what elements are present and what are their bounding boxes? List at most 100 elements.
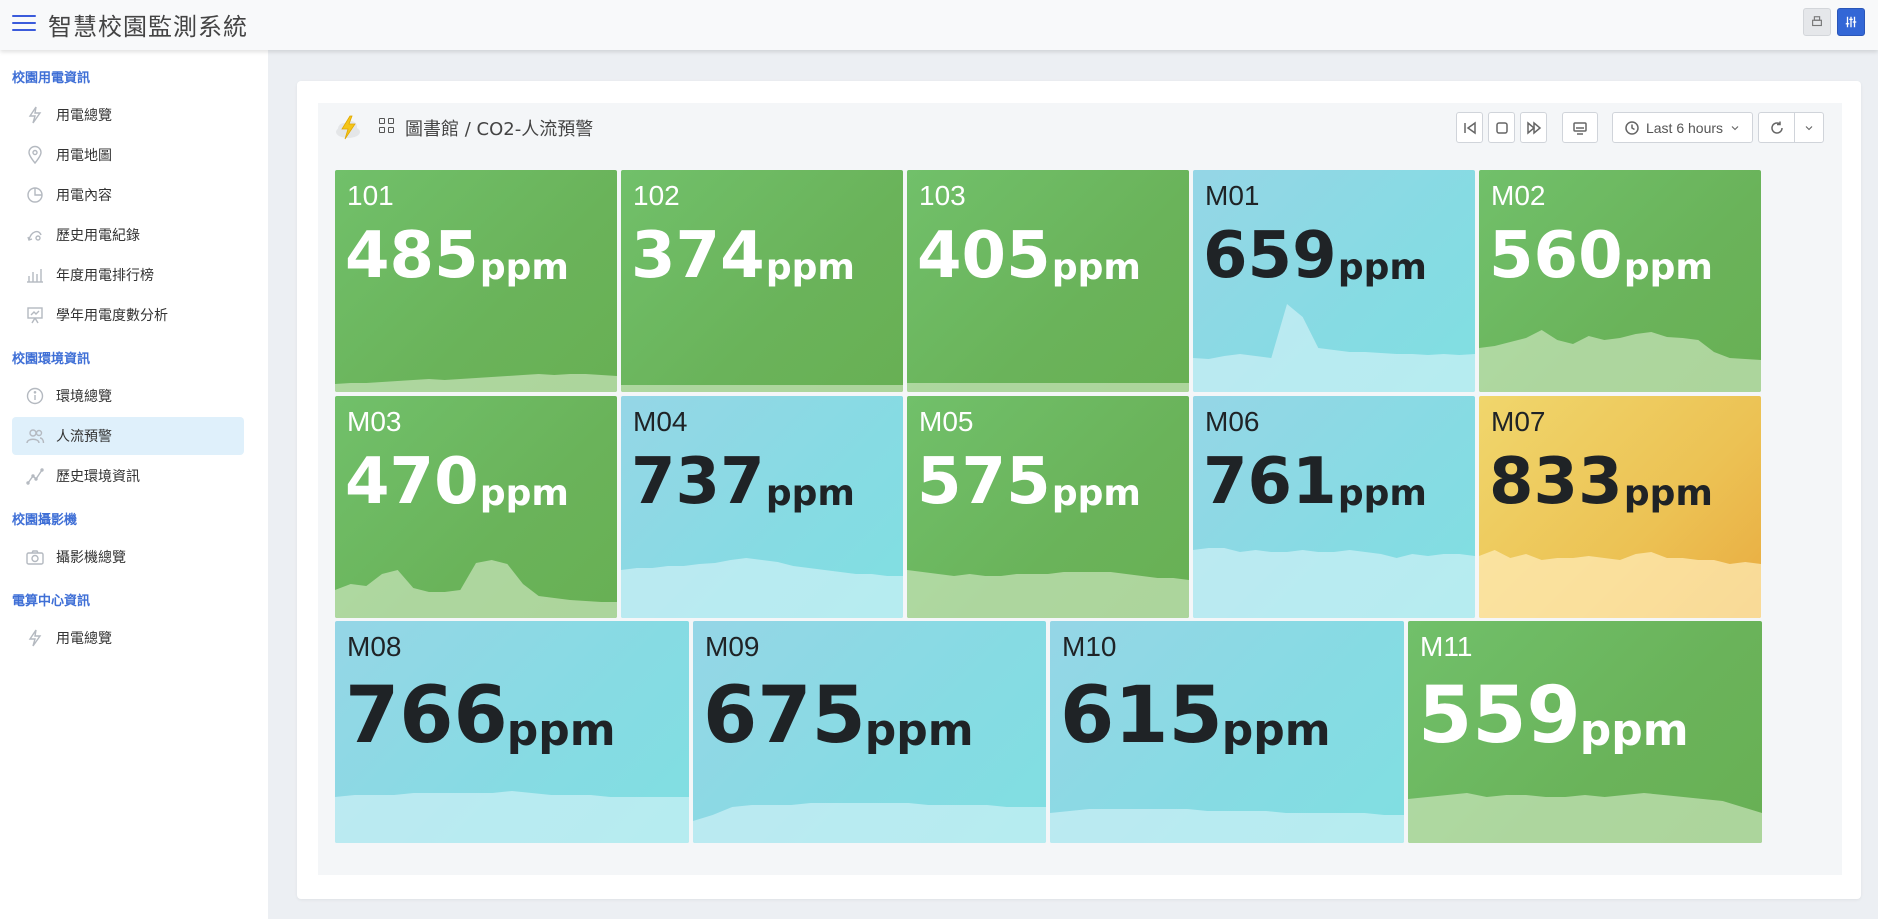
tile-unit: ppm [765, 247, 855, 288]
sparkline-area [1193, 304, 1475, 392]
sensor-tile-m10[interactable]: M10 615 ppm [1050, 621, 1404, 843]
sparkline-area [1479, 330, 1761, 392]
time-range-picker[interactable]: Last 6 hours [1612, 112, 1753, 143]
sensor-tile-m08[interactable]: M08 766 ppm [335, 621, 689, 843]
tile-name: M04 [633, 406, 688, 437]
info-icon [24, 385, 46, 407]
tile-value: 559 [1418, 671, 1581, 761]
sensor-tile-102[interactable]: 102 374 ppm [621, 170, 903, 392]
tile-name: M07 [1491, 406, 1546, 437]
history-icon [24, 224, 46, 246]
sensor-tile-m06[interactable]: M06 761 ppm [1193, 396, 1475, 618]
sparkline [907, 383, 1189, 392]
sensor-tile-101[interactable]: 101 485 ppm [335, 170, 617, 392]
tile-value: 485 [345, 219, 479, 293]
sidebar-item-power-overview[interactable]: 用電總覽 [12, 96, 244, 134]
sensor-tile-m09[interactable]: M09 675 ppm [693, 621, 1046, 843]
refresh-button[interactable] [1758, 112, 1795, 143]
fast-forward-button[interactable] [1520, 112, 1547, 143]
chevron-down-icon [1805, 125, 1813, 130]
tv-icon [1573, 121, 1587, 135]
sparkline [693, 803, 1046, 843]
tile-value: 761 [1203, 445, 1337, 519]
tile-unit: ppm [1051, 247, 1141, 288]
sidebar-item-crowd-warning[interactable]: 人流預警 [12, 417, 244, 455]
tv-mode-button[interactable] [1562, 112, 1598, 143]
printer-icon [1812, 16, 1822, 27]
sparkline-area [335, 791, 689, 843]
sidebar-item-env-history[interactable]: 歷史環境資訊 [12, 457, 244, 495]
sparkline [621, 558, 903, 618]
sparkline [621, 385, 903, 392]
stop-icon [1495, 121, 1508, 134]
chevron-down-icon [1731, 125, 1739, 130]
dashboard-grid-icon[interactable] [379, 118, 395, 134]
sidebar-item-label: 歷史環境資訊 [56, 469, 140, 485]
sidebar-item-power-history[interactable]: 歷史用電紀錄 [12, 216, 244, 254]
sparkline [1479, 330, 1761, 392]
sidebar-section-title: 校園環境資訊 [12, 352, 91, 367]
tile-name: M01 [1205, 180, 1260, 211]
sidebar-item-power-map[interactable]: 用電地圖 [12, 136, 244, 174]
sidebar-section-title: 電算中心資訊 [12, 594, 91, 609]
bar-chart-icon [24, 264, 46, 286]
sidebar-item-label: 人流預警 [56, 429, 112, 445]
tile-value: 470 [345, 445, 479, 519]
sparkline [335, 791, 689, 843]
sidebar-item-power-analysis[interactable]: 學年用電度數分析 [12, 296, 244, 334]
clock-icon [1625, 120, 1639, 135]
hamburger-menu-icon[interactable] [12, 12, 36, 31]
weather-bolt-logo-icon [336, 115, 360, 140]
camera-icon [24, 546, 46, 568]
sensor-tile-m11[interactable]: M11 559 ppm [1408, 621, 1762, 843]
sidebar-item-power-ranking[interactable]: 年度用電排行榜 [12, 256, 244, 294]
stop-button[interactable] [1488, 112, 1515, 143]
tile-unit: ppm [479, 247, 569, 288]
tile-value: 575 [917, 445, 1051, 519]
tile-value: 615 [1060, 671, 1223, 761]
tile-value: 374 [631, 219, 765, 293]
sidebar-item-env-overview[interactable]: 環境總覽 [12, 377, 244, 415]
sparkline-area [1479, 550, 1761, 618]
tile-name: 103 [919, 180, 966, 211]
tile-name: M08 [347, 631, 402, 662]
sensor-tile-m04[interactable]: M04 737 ppm [621, 396, 903, 618]
sparkline-area [1050, 809, 1404, 843]
sparkline-area [693, 803, 1046, 843]
sidebar: 校園用電資訊 用電總覽 用電地圖 用電內容 歷史用電紀錄 年度用電排行榜 學年用… [0, 50, 268, 919]
tile-value: 833 [1489, 445, 1623, 519]
sensor-tile-m03[interactable]: M03 470 ppm [335, 396, 617, 618]
sidebar-section-title: 校園用電資訊 [12, 71, 91, 86]
sidebar-item-label: 學年用電度數分析 [56, 308, 168, 324]
sparkline [1479, 550, 1761, 618]
tile-name: M09 [705, 631, 760, 662]
tile-name: M06 [1205, 406, 1260, 437]
tile-unit: ppm [1579, 705, 1689, 756]
sensor-tile-m01[interactable]: M01 659 ppm [1193, 170, 1475, 392]
sensor-tile-103[interactable]: 103 405 ppm [907, 170, 1189, 392]
dashboard-breadcrumb[interactable]: 圖書館 / CO2-人流預警 [405, 119, 594, 140]
refresh-interval-dropdown[interactable] [1794, 112, 1824, 143]
tile-unit: ppm [1221, 705, 1331, 756]
sensor-tile-m07[interactable]: M07 833 ppm [1479, 396, 1761, 618]
sidebar-item-power-content[interactable]: 用電內容 [12, 176, 244, 214]
tile-value: 766 [345, 671, 508, 761]
fast-forward-icon [1526, 120, 1541, 135]
tile-unit: ppm [765, 473, 855, 514]
sidebar-item-datacenter-power[interactable]: 用電總覽 [12, 619, 244, 657]
skip-back-button[interactable] [1456, 112, 1483, 143]
tile-name: M05 [919, 406, 974, 437]
sidebar-item-label: 攝影機總覽 [56, 550, 126, 566]
printer-button[interactable] [1803, 8, 1831, 36]
sidebar-item-camera-overview[interactable]: 攝影機總覽 [12, 538, 244, 576]
tile-name: M10 [1062, 631, 1117, 662]
trend-line-icon [24, 465, 46, 487]
sparkline [335, 560, 617, 618]
sensor-tile-m05[interactable]: M05 575 ppm [907, 396, 1189, 618]
settings-button[interactable] [1837, 8, 1865, 36]
sparkline-area [621, 385, 903, 392]
sidebar-item-label: 年度用電排行榜 [56, 268, 154, 284]
sensor-tile-m02[interactable]: M02 560 ppm [1479, 170, 1761, 392]
sparkline-area [1408, 793, 1762, 843]
tile-unit: ppm [506, 705, 616, 756]
